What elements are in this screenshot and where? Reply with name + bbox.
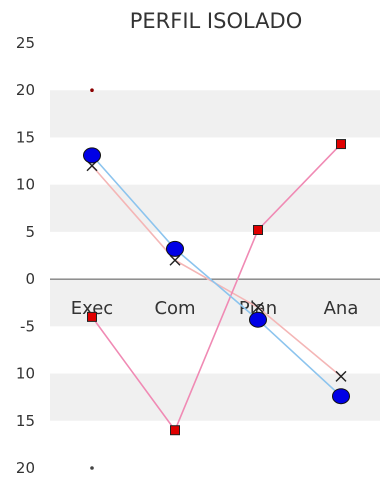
y-tick-label: 5 — [25, 223, 35, 241]
square-marker — [170, 425, 180, 436]
y-tick-label: 15 — [16, 412, 35, 430]
category-label: Com — [154, 298, 195, 319]
y-tick-label: 10 — [16, 176, 35, 194]
x-marker — [252, 301, 264, 313]
square-marker — [253, 225, 263, 235]
x-marker — [169, 254, 181, 266]
plot-band — [50, 279, 380, 327]
extra-point — [90, 466, 94, 470]
series-line — [91, 154, 342, 397]
plot-band — [50, 184, 380, 232]
category-label: Plan — [239, 298, 277, 319]
x-marker-stroke — [335, 370, 347, 382]
x-marker-stroke — [252, 301, 264, 313]
category-label: Ana — [324, 298, 359, 319]
x-marker — [335, 370, 347, 382]
y-tick-label: 25 — [16, 34, 35, 52]
circle-marker — [83, 147, 101, 164]
category-label: Exec — [71, 298, 113, 319]
x-marker-stroke — [169, 254, 181, 266]
y-tick-label: 0 — [25, 270, 35, 288]
y-tick-label: -5 — [20, 317, 35, 335]
extra-point — [90, 88, 94, 93]
circle-marker — [249, 311, 267, 328]
circle-marker — [166, 240, 184, 257]
y-tick-label: 20 — [16, 81, 35, 99]
series-line — [91, 143, 342, 432]
y-tick-label: 10 — [16, 365, 35, 383]
y-tick-label: 15 — [16, 128, 35, 146]
square-marker — [336, 139, 346, 150]
y-tick-label: 20 — [16, 459, 35, 477]
chart-title: PERFIL ISOLADO — [130, 9, 302, 33]
square-marker — [87, 311, 97, 322]
circle-marker — [332, 388, 350, 405]
plot-band — [50, 373, 380, 421]
plot-band — [50, 90, 380, 138]
